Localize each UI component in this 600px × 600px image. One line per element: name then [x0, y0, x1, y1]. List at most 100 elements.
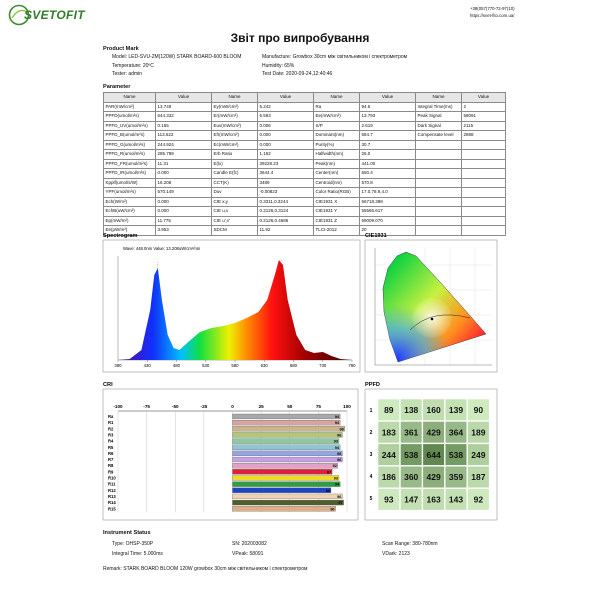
cri-value-label: 96: [337, 452, 341, 456]
cri-value-label: 92: [333, 464, 337, 468]
cri-value-label: 97: [338, 501, 342, 505]
ppfd-cell: [422, 443, 445, 466]
section-heading: Parameter: [103, 84, 131, 90]
ppfd-cell-value: 429: [427, 427, 441, 437]
ppfd-cell-value: 187: [471, 472, 485, 482]
ppfd-cell: [467, 398, 490, 421]
x-tick-label: 480: [173, 363, 181, 368]
x-tick-label: 630: [261, 363, 269, 368]
ppfd-cell-value: 183: [382, 427, 396, 437]
cri-bar: [232, 419, 341, 426]
ppfd-cell: [400, 488, 423, 511]
instrument-field: VDark: 2123: [382, 551, 410, 557]
remark: Remark: STARK BOARD BLOOM 120W growbox 3…: [103, 566, 308, 572]
cri-value-label: 94: [335, 415, 340, 419]
ppfd-cell: [444, 421, 468, 444]
ppfd-cell-value: 189: [471, 427, 485, 437]
ppfd-cell: [377, 443, 400, 466]
cri-bar: [232, 499, 344, 506]
cri-value-label: 90: [330, 507, 334, 511]
cri-bar: [232, 487, 332, 493]
x-tick-label: 380: [114, 363, 122, 368]
cri-bar: [232, 426, 345, 432]
cri-tick-label: -75: [143, 404, 150, 409]
section-heading: CRI: [103, 382, 113, 388]
ppfd-cell-value: 163: [427, 495, 441, 505]
cri-bar: [232, 506, 336, 512]
cri-row-label: R10: [108, 476, 116, 481]
ppfd-cell-value: 143: [449, 495, 463, 505]
section-heading: Spectrogram: [103, 233, 138, 239]
ppfd-cell: [444, 465, 468, 489]
ppfd-cell-value: 139: [449, 405, 463, 415]
ppfd-cell: [444, 443, 468, 466]
cri-row-label: R2: [108, 426, 114, 431]
ppfd-cell-value: 160: [427, 405, 441, 415]
ppfd-cell-value: 89: [384, 405, 394, 415]
cri-bar: [232, 475, 340, 481]
cri-row-label: R6: [108, 451, 114, 456]
instrument-field: Scan Range: 380-780nm: [382, 541, 438, 547]
cri-row-label: R15: [108, 506, 116, 511]
x-tick-label: 530: [202, 363, 210, 368]
cri-value-label: 98: [339, 427, 343, 431]
cri-value-label: 87: [327, 470, 331, 474]
cri-row-label: R1: [108, 420, 114, 425]
cri-bar: [232, 493, 343, 500]
parameter-table: Name Value Name Value Name Value Name Value PAR(…: [103, 92, 506, 236]
cri-bar: [232, 469, 333, 475]
ppfd-row-label: 5: [370, 496, 373, 502]
cri-value-label: 96: [337, 458, 341, 462]
ppfd-cell-value: 147: [404, 495, 418, 505]
instrument-field: VPeak: 58091: [232, 551, 264, 557]
ppfd-cell: [422, 398, 445, 421]
section-heading: CIE1931: [365, 233, 387, 239]
x-tick-label: 730: [319, 363, 327, 368]
ppfd-cell-value: 186: [382, 472, 396, 482]
report-title: Звіт про випробування: [230, 31, 370, 45]
ppfd-cell: [422, 421, 445, 444]
cri-value-label: 93: [334, 440, 338, 444]
cri-tick-label: 100: [343, 404, 351, 409]
cri-bar: [232, 481, 341, 487]
cri-value-label: 94: [335, 421, 340, 425]
cri-tick-label: -25: [201, 404, 208, 409]
ppfd-cell: [377, 398, 400, 421]
product-field: Temperature: 20ºC: [112, 62, 154, 69]
spectrum-area: [118, 260, 352, 360]
cri-row-label: R4: [108, 439, 114, 444]
ppfd-cell: [467, 443, 490, 466]
cri-tick-label: 0: [231, 404, 234, 409]
parameter-row: PPFD_G(umol/m²s) 244.924 Ec(mW/cm²) 0.000 Pu…: [103, 139, 506, 150]
cri-row-label: R13: [108, 494, 116, 499]
product-field: Manufacture: Growbox 30cm між світильник…: [262, 54, 408, 60]
ppfd-cell: [400, 443, 423, 466]
ppfd-cell-value: 92: [474, 495, 484, 505]
spectrum-readout: Wave: 448.0nm Value: 13.208uW/cm²/nm: [123, 246, 201, 251]
planckian-locus: [409, 314, 471, 331]
section-heading: Product Mark: [103, 46, 139, 52]
cri-value-label: 94: [335, 483, 340, 487]
cri-row-label: Ra: [108, 414, 114, 419]
cri-bar: [232, 438, 340, 444]
logo-icon: [8, 4, 30, 26]
website: https://svet-fito.com.ua/: [470, 13, 515, 18]
ppfd-cell-value: 538: [449, 450, 463, 460]
instrument-field: SN: 202003082: [232, 541, 267, 547]
ppfd-cell-value: 359: [449, 472, 463, 482]
cri-tick-label: 75: [316, 404, 322, 409]
cie-point: [430, 317, 434, 321]
ppfd-cell: [467, 421, 490, 444]
cri-row-label: R11: [108, 482, 116, 487]
empty-cell: [461, 225, 506, 236]
cri-value-label: 96: [337, 433, 341, 437]
ppfd-cell-value: 90: [474, 405, 484, 415]
ppfd-row-label: 1: [370, 408, 373, 414]
product-field: Model: LED-SVU-2M(120W) STARK BOARD-600 …: [112, 54, 242, 60]
cri-tick-label: -50: [172, 404, 179, 409]
cri-value-label: 93: [334, 477, 338, 481]
